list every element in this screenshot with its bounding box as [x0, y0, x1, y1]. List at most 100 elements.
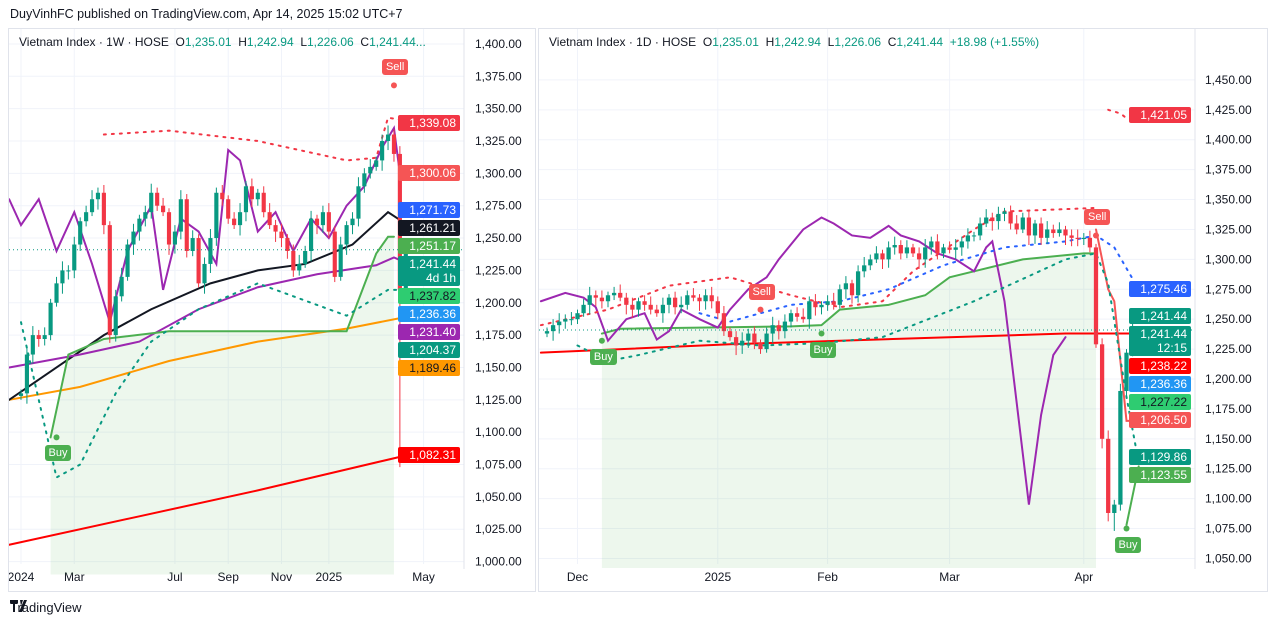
y-tick-label: 1,000.00	[475, 555, 522, 569]
tradingview-logo-icon	[10, 600, 27, 612]
open-label: O	[175, 35, 185, 49]
candle-body	[291, 251, 296, 271]
indicator-line-sar-blue	[698, 234, 1140, 323]
daily-chart-panel[interactable]: Vietnam Index · 1D · HOSE O1,235.01 H1,2…	[538, 28, 1268, 592]
candle-body	[630, 304, 635, 310]
y-tick-label: 1,050.00	[475, 490, 522, 504]
y-tick-label: 1,125.00	[475, 393, 522, 407]
high-label: H	[765, 35, 775, 49]
supertrend-fill	[50, 236, 394, 575]
y-tick-label: 1,325.00	[475, 134, 522, 148]
low-label: L	[827, 35, 835, 49]
candle-body	[24, 354, 29, 394]
close-label: C	[887, 35, 897, 49]
open-label: O	[702, 35, 713, 49]
indicator-line-ma-orange	[9, 316, 407, 401]
symbol-title[interactable]: Vietnam Index · 1W · HOSE	[19, 35, 169, 49]
candle-body	[137, 218, 142, 232]
y-tick-label: 1,400.00	[475, 37, 522, 51]
candle-body	[196, 238, 201, 284]
candle-body	[703, 295, 708, 302]
daily-chart-svg[interactable]: 1,450.00 1,425.00 1,400.00 1,375.00 1,350.00…	[539, 29, 1269, 593]
candle-body	[916, 253, 922, 260]
candle-body	[660, 304, 666, 314]
countdown-label: 4d 1h	[425, 270, 456, 285]
candle-body	[904, 247, 910, 254]
y-tick-label: 1,300.00	[1205, 252, 1252, 266]
y-tick-label: 1,450.00	[1205, 73, 1252, 87]
y-tick-label: 1,125.00	[1205, 462, 1252, 476]
indicator-line-ma-200	[9, 454, 407, 546]
candle-body	[611, 292, 617, 296]
indicator-line-supertrend	[49, 235, 395, 439]
candle-body	[1063, 229, 1068, 236]
candle-body	[563, 319, 568, 322]
candle-body	[679, 304, 684, 308]
symbol-title[interactable]: Vietnam Index · 1D · HOSE	[549, 35, 697, 49]
weekly-legend: Vietnam Index · 1W · HOSE O1,235.01 H1,2…	[19, 35, 426, 49]
brand-name[interactable]: TradingView	[10, 600, 82, 615]
buy-signal-marker: Buy	[589, 348, 617, 365]
y-tick-label: 1,075.00	[475, 458, 522, 472]
candle-body	[344, 225, 349, 245]
candle-body	[84, 212, 89, 222]
candle-body	[990, 217, 995, 222]
y-tick-label: 1,225.00	[475, 263, 522, 277]
signal-dot	[53, 434, 60, 441]
signal-dot	[390, 82, 397, 89]
close-label: C	[360, 35, 370, 49]
candle-body	[1118, 390, 1123, 505]
candle-body	[801, 316, 806, 320]
candle-body	[368, 166, 373, 174]
candle-body	[332, 231, 337, 277]
weekly-chart-panel[interactable]: Vietnam Index · 1W · HOSE O1,235.01 H1,2…	[8, 28, 536, 592]
candle-body	[941, 247, 946, 254]
candle-body	[685, 295, 690, 305]
candle-body	[356, 186, 361, 219]
candle-body	[42, 335, 47, 339]
weekly-chart-svg[interactable]: 1,400.00 1,375.00 1,350.00 1,325.00 1,300.00…	[9, 29, 537, 593]
high-value: 1,242.94	[774, 35, 821, 49]
y-tick-label: 1,375.00	[1205, 163, 1252, 177]
footer: TradingView	[10, 600, 82, 615]
candle-body	[953, 247, 958, 250]
y-tick-label: 1,100.00	[1205, 492, 1252, 506]
candle-body	[776, 325, 781, 332]
candle-body	[60, 270, 65, 284]
candle-body	[66, 270, 71, 272]
candle-body	[18, 393, 24, 396]
candle-body	[107, 225, 112, 336]
x-tick-label: May	[412, 570, 435, 584]
price-axis-label: 1,237.82	[398, 287, 460, 304]
sell-signal-marker: Sell	[748, 283, 775, 300]
candle-body	[794, 313, 800, 317]
x-tick-label: Sep	[218, 570, 240, 584]
candle-body	[746, 333, 751, 341]
price-axis-label: 1,241.44	[1129, 307, 1191, 324]
low-label: L	[300, 35, 307, 49]
x-tick-label: Nov	[271, 570, 292, 584]
indicator-line-sar-red-2	[1107, 108, 1128, 120]
candle-body	[691, 295, 696, 298]
candle-body	[1057, 229, 1062, 234]
countdown-label: 12:15	[1156, 340, 1187, 355]
candle-body	[892, 245, 897, 248]
candle-body	[770, 325, 775, 334]
candle-body	[249, 186, 254, 200]
candle-body	[709, 295, 714, 302]
candle-body	[1020, 217, 1025, 230]
candle-body	[273, 225, 278, 232]
candle-body	[831, 301, 836, 305]
buy-signal-marker: Buy	[1114, 536, 1142, 553]
signal-dot	[598, 337, 605, 344]
price-axis-label: 1,129.86	[1129, 448, 1191, 465]
candle-body	[326, 212, 331, 232]
y-tick-label: 1,050.00	[1205, 551, 1252, 565]
candle-body	[155, 192, 160, 206]
price-axis-label: 1,251.17	[398, 237, 460, 254]
candle-body	[131, 231, 136, 245]
close-value: 1,241.44	[896, 35, 944, 49]
candle-body	[910, 247, 916, 254]
candle-body	[54, 283, 59, 303]
candle-body	[362, 173, 367, 187]
